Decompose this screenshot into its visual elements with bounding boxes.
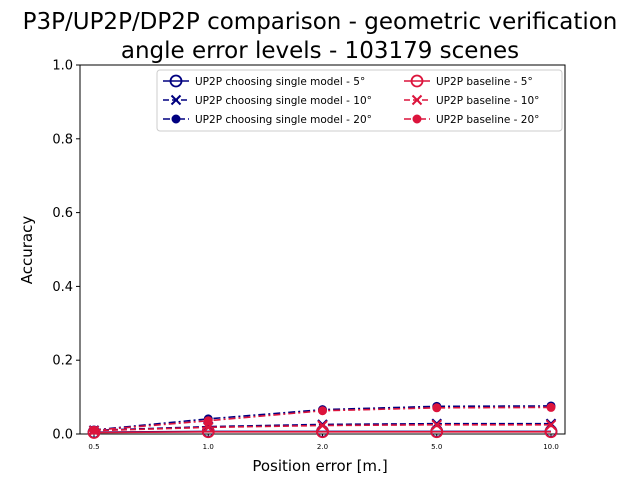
legend-entry: UP2P choosing single model - 10° [163, 94, 372, 107]
legend-entry: UP2P baseline - 10° [404, 94, 539, 107]
x-tick-label: 5.0 [431, 443, 442, 451]
marker-open-circle [169, 74, 183, 88]
legend-label: UP2P choosing single model - 10° [195, 95, 372, 107]
legend-box [156, 69, 563, 132]
marker-x [411, 94, 423, 106]
marker-dot [318, 406, 327, 416]
marker-x-stroke [317, 420, 328, 431]
x-axis-label: Position error [m.] [252, 457, 387, 475]
legend-entry: UP2P baseline - 5° [404, 74, 533, 88]
marker-x-stroke [545, 419, 557, 430]
marker-dot [546, 402, 556, 412]
legend-label: UP2P choosing single model - 20° [195, 114, 372, 126]
x-tick-label: 1.0 [203, 443, 214, 451]
chart-title-line-2: angle error levels - 103179 scenes [121, 38, 519, 64]
chart-title-line-1: P3P/UP2P/DP2P comparison - geometric ver… [23, 9, 618, 35]
marker-open-circle [430, 425, 444, 439]
marker-x-stroke [431, 419, 442, 430]
marker-x [203, 422, 214, 433]
plot-area: 0.0 0.2 0.4 0.6 0.8 1.0 0.5 1.0 2.0 5.0 10.0 [52, 59, 566, 451]
y-tick-label: 0.2 [52, 354, 73, 369]
legend-entry: UP2P baseline - 20° [404, 114, 539, 126]
series-5 [88, 419, 557, 436]
marker-x [431, 419, 442, 430]
marker-open-circle [410, 74, 424, 88]
series-6 [89, 402, 556, 435]
marker-x-stroke [170, 94, 182, 106]
x-tick-label: 0.5 [88, 443, 99, 451]
legend-label: UP2P choosing single model - 5° [195, 76, 365, 88]
marker-x-stroke [203, 422, 214, 433]
y-tick-label: 0.6 [52, 206, 73, 221]
y-tick-label: 1.0 [52, 59, 73, 74]
legend: UP2P choosing single model - 5° UP2P choo… [156, 69, 563, 132]
marker-x-stroke [411, 94, 423, 106]
marker-x [545, 419, 557, 430]
x-tick-label: 10.0 [543, 443, 559, 451]
marker-dot [432, 403, 442, 413]
legend-label: UP2P baseline - 5° [436, 76, 533, 88]
marker-dot [89, 425, 99, 435]
marker-dot [171, 114, 181, 124]
legend-entry: UP2P choosing single model - 20° [163, 114, 372, 126]
marker-open-circle [544, 425, 558, 439]
marker-dot [412, 114, 422, 124]
y-tick-label: 0.8 [52, 132, 73, 147]
marker-x [170, 94, 182, 106]
y-axis-label: Accuracy [18, 216, 36, 285]
y-tick-label: 0.0 [52, 428, 73, 443]
marker-x [317, 420, 328, 431]
legend-entry: UP2P choosing single model - 5° [163, 74, 365, 88]
y-tick-label: 0.4 [52, 280, 73, 295]
x-tick-label: 2.0 [317, 443, 328, 451]
marker-dot [203, 416, 213, 426]
legend-label: UP2P baseline - 10° [436, 95, 539, 107]
legend-label: UP2P baseline - 20° [436, 114, 539, 126]
series-line [93, 430, 551, 434]
